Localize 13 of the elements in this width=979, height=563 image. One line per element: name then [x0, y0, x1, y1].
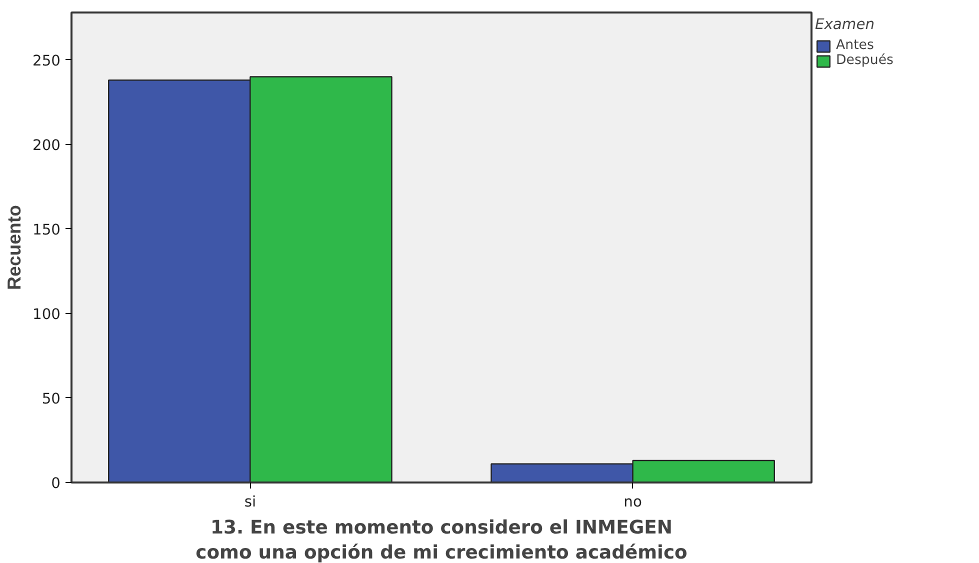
y-tick-label: 150 — [32, 221, 61, 238]
x-tick-label: no — [624, 494, 642, 510]
legend-label: Antes — [836, 38, 874, 53]
legend-title: Examen — [815, 16, 876, 33]
y-axis-title: Recuento — [4, 204, 25, 290]
y-tick-label: 250 — [32, 52, 61, 70]
y-tick-label: 200 — [32, 136, 61, 154]
y-tick-label: 0 — [51, 475, 61, 492]
y-tick-label: 50 — [42, 390, 61, 408]
legend-label: Después — [836, 53, 894, 68]
y-tick-label: 100 — [32, 306, 61, 323]
x-tick-label: si — [244, 494, 256, 510]
x-axis-title: 13. En este momento considero el INMEGEN como una opción de mi crecimiento académico — [196, 518, 688, 563]
